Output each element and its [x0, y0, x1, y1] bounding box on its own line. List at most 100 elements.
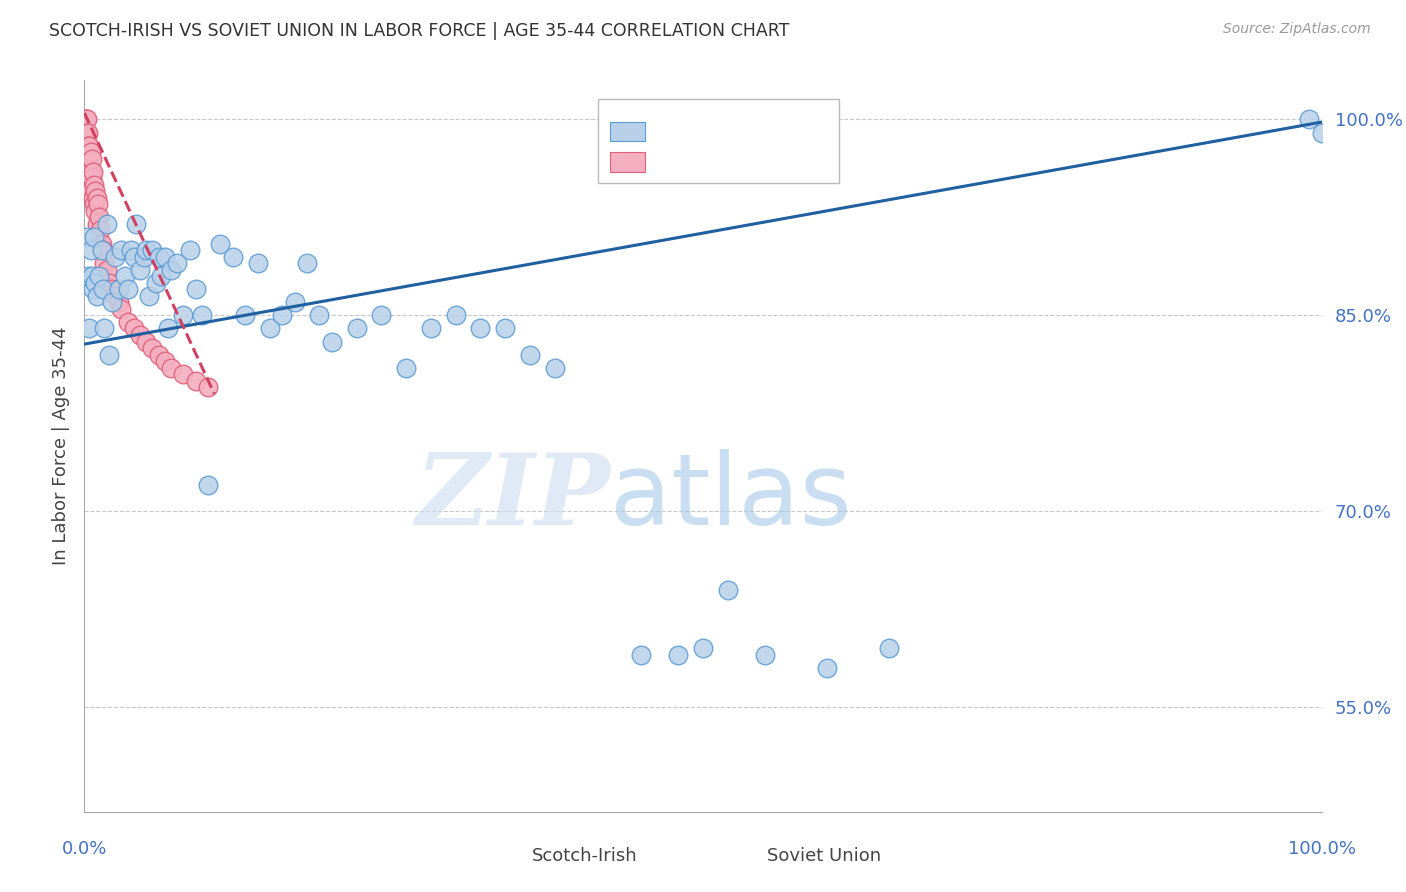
Point — [295, 256, 318, 270]
Text: atlas: atlas — [610, 449, 852, 546]
Point — [519, 348, 541, 362]
Text: SCOTCH-IRISH VS SOVIET UNION IN LABOR FORCE | AGE 35-44 CORRELATION CHART: SCOTCH-IRISH VS SOVIET UNION IN LABOR FO… — [49, 22, 790, 40]
Point — [100, 282, 122, 296]
Point — [96, 262, 118, 277]
Point — [108, 295, 131, 310]
Point — [77, 269, 100, 284]
Point — [104, 289, 127, 303]
Point — [321, 334, 343, 349]
Text: R = 0.358   N = 50: R = 0.358 N = 50 — [659, 145, 830, 162]
Point — [75, 126, 97, 140]
Point — [117, 282, 139, 296]
Point — [83, 230, 105, 244]
Point — [76, 152, 98, 166]
Point — [395, 360, 418, 375]
Point — [82, 282, 104, 296]
Point — [84, 184, 107, 198]
Point — [83, 197, 105, 211]
Point — [233, 309, 256, 323]
Point — [79, 138, 101, 153]
Point — [346, 321, 368, 335]
Point — [90, 243, 112, 257]
Point — [79, 145, 101, 160]
Point — [110, 301, 132, 316]
Point — [93, 321, 115, 335]
Point — [209, 236, 232, 251]
Point — [1298, 112, 1320, 127]
Point — [79, 152, 101, 166]
Point — [98, 348, 121, 362]
Point — [138, 289, 160, 303]
Point — [543, 360, 565, 375]
Point — [77, 165, 100, 179]
Point — [89, 211, 111, 225]
Point — [89, 269, 111, 284]
Point — [82, 165, 104, 179]
Point — [76, 230, 98, 244]
Point — [77, 126, 100, 140]
Y-axis label: In Labor Force | Age 35-44: In Labor Force | Age 35-44 — [52, 326, 70, 566]
Point — [114, 269, 136, 284]
Point — [271, 309, 294, 323]
Text: Source: ZipAtlas.com: Source: ZipAtlas.com — [1223, 22, 1371, 37]
Point — [86, 289, 108, 303]
Point — [79, 243, 101, 257]
Point — [630, 648, 652, 662]
Point — [179, 243, 201, 257]
Point — [120, 243, 142, 257]
Text: R = 0.374   N = 69: R = 0.374 N = 69 — [659, 113, 831, 132]
Point — [91, 282, 114, 296]
Point — [153, 354, 176, 368]
Text: 0.0%: 0.0% — [62, 840, 107, 858]
Point — [135, 334, 157, 349]
Point — [110, 243, 132, 257]
FancyBboxPatch shape — [610, 153, 645, 171]
Point — [80, 171, 103, 186]
Point — [419, 321, 441, 335]
Point — [82, 191, 104, 205]
Point — [157, 321, 180, 335]
FancyBboxPatch shape — [486, 847, 517, 865]
Point — [815, 661, 838, 675]
Point — [100, 295, 122, 310]
Point — [166, 256, 188, 270]
Point — [148, 250, 170, 264]
Point — [148, 348, 170, 362]
Point — [93, 256, 115, 270]
Point — [150, 269, 173, 284]
Point — [76, 112, 98, 127]
Point — [76, 126, 98, 140]
Point — [153, 250, 176, 264]
Text: 100.0%: 100.0% — [1288, 840, 1355, 858]
Point — [717, 582, 740, 597]
Point — [160, 360, 183, 375]
Point — [77, 138, 100, 153]
Point — [1310, 126, 1333, 140]
Point — [125, 217, 148, 231]
FancyBboxPatch shape — [610, 121, 645, 141]
Point — [84, 276, 107, 290]
Point — [117, 315, 139, 329]
Point — [86, 191, 108, 205]
Point — [877, 641, 900, 656]
Point — [75, 138, 97, 153]
Point — [135, 243, 157, 257]
Point — [86, 217, 108, 231]
Point — [494, 321, 516, 335]
Point — [308, 309, 330, 323]
Point — [145, 276, 167, 290]
Point — [222, 250, 245, 264]
Point — [259, 321, 281, 335]
Point — [122, 321, 145, 335]
Point — [122, 250, 145, 264]
Point — [79, 321, 101, 335]
Point — [91, 243, 114, 257]
Point — [84, 203, 107, 218]
Point — [470, 321, 492, 335]
Point — [79, 184, 101, 198]
Point — [79, 165, 101, 179]
Point — [246, 256, 269, 270]
Point — [80, 152, 103, 166]
Point — [160, 262, 183, 277]
Text: Soviet Union: Soviet Union — [768, 847, 882, 864]
